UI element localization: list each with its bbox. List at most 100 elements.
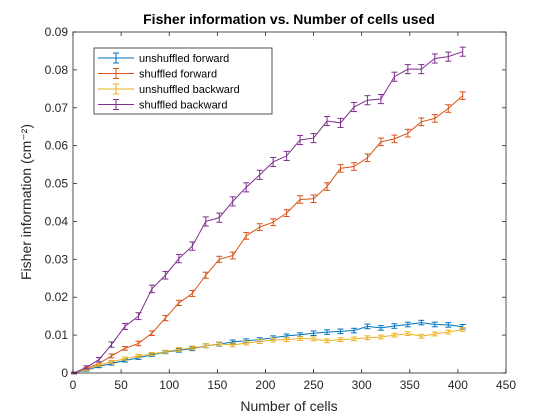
error-bar <box>310 336 317 342</box>
error-bar <box>391 332 398 338</box>
legend-item: unshuffled forward <box>98 52 229 65</box>
error-bar <box>135 312 142 321</box>
error-bar <box>324 115 331 127</box>
error-bar <box>350 336 357 342</box>
error-bar <box>216 212 223 223</box>
legend-item: shuffled forward <box>98 68 217 81</box>
error-bar <box>391 323 398 329</box>
x-tick-label: 450 <box>496 378 516 392</box>
error-bar <box>445 329 452 335</box>
series-line <box>73 51 463 374</box>
series-line <box>73 95 464 374</box>
y-tick-label: 0.05 <box>45 177 69 191</box>
error-bar <box>83 365 90 370</box>
error-bar <box>108 341 115 348</box>
axes <box>72 31 507 374</box>
error-bar <box>404 64 411 75</box>
error-bar <box>324 329 331 335</box>
error-bar <box>431 321 438 328</box>
error-bar <box>418 319 425 326</box>
error-bar <box>350 327 357 334</box>
error-bar <box>202 216 209 227</box>
error-bar <box>431 114 438 123</box>
error-bar <box>297 195 304 204</box>
y-axis-label: Fisher information (cm⁻²) <box>18 124 34 280</box>
error-bar <box>135 353 142 358</box>
y-tick-label: 0.04 <box>45 214 69 228</box>
x-axis-label: Number of cells <box>240 398 337 414</box>
error-bar <box>364 153 371 163</box>
x-tick-label: 400 <box>448 378 468 392</box>
error-bar <box>283 337 290 343</box>
error-bar <box>229 342 236 348</box>
error-bar <box>95 356 102 363</box>
legend: unshuffled forward shuffled forward unshuf… <box>93 47 273 115</box>
legend-box <box>93 47 273 115</box>
error-bar <box>270 218 277 227</box>
error-bar <box>121 322 128 330</box>
error-bar <box>377 94 384 105</box>
error-bar <box>189 241 196 251</box>
x-tick-label: 100 <box>159 378 179 392</box>
error-bar <box>148 352 155 357</box>
error-bar <box>459 327 466 332</box>
y-tick-label: 0.02 <box>45 290 69 304</box>
error-bar <box>337 117 344 128</box>
error-bar <box>135 340 142 347</box>
error-bar <box>216 255 223 263</box>
error-bar <box>377 334 384 340</box>
y-tick-label: 0.07 <box>45 101 69 115</box>
error-bar <box>418 64 425 75</box>
error-bar <box>337 164 344 173</box>
chart-title: Fisher information vs. Number of cells u… <box>143 11 435 27</box>
series-line <box>73 328 463 374</box>
error-bar <box>337 337 344 343</box>
error-bar <box>364 335 371 341</box>
error-bar <box>391 134 398 144</box>
error-bar <box>202 343 209 349</box>
error-bar <box>445 104 452 113</box>
error-bar <box>229 196 236 207</box>
tick-labels: 0 50 100 150 200 250 300 350 400 450 0 0.01 0.02 0.03… <box>45 25 517 392</box>
legend-label: unshuffled backward <box>139 84 240 96</box>
legend-item: unshuffled backward <box>98 83 240 96</box>
error-bar <box>175 299 182 307</box>
error-bar <box>377 325 384 331</box>
error-bar <box>95 363 102 367</box>
x-tick-label: 250 <box>304 378 324 392</box>
y-tick-label: 0.03 <box>45 252 69 266</box>
x-tick-label: 50 <box>114 378 128 392</box>
error-bar <box>350 101 357 113</box>
error-bar <box>283 150 290 161</box>
error-bar <box>377 137 384 147</box>
error-bar <box>404 128 411 138</box>
y-tick-label: 0.09 <box>45 25 69 39</box>
error-bar <box>216 341 223 347</box>
error-bar <box>270 156 277 168</box>
error-bar <box>229 251 236 260</box>
error-bar <box>148 330 155 336</box>
error-bar <box>391 71 398 82</box>
error-bar <box>445 322 452 328</box>
error-bar <box>162 314 169 322</box>
error-bar <box>459 91 466 100</box>
error-bar <box>162 349 169 354</box>
error-bar <box>337 328 344 335</box>
error-bar <box>310 133 317 144</box>
series-layer <box>70 46 466 375</box>
series-line <box>73 322 463 374</box>
error-bar <box>324 182 331 191</box>
error-bar <box>148 284 155 294</box>
legend-label: unshuffled forward <box>139 53 229 65</box>
error-bar <box>431 331 438 337</box>
legend-label: shuffled forward <box>139 69 217 81</box>
y-tick-label: 0 <box>61 366 68 380</box>
error-bar <box>418 117 425 127</box>
series-unshuffled-backward <box>70 327 466 375</box>
error-bar <box>175 253 182 264</box>
x-tick-label: 0 <box>70 378 77 392</box>
error-bar <box>404 331 411 336</box>
y-tick-label: 0.06 <box>45 139 69 153</box>
error-bar <box>310 330 317 336</box>
